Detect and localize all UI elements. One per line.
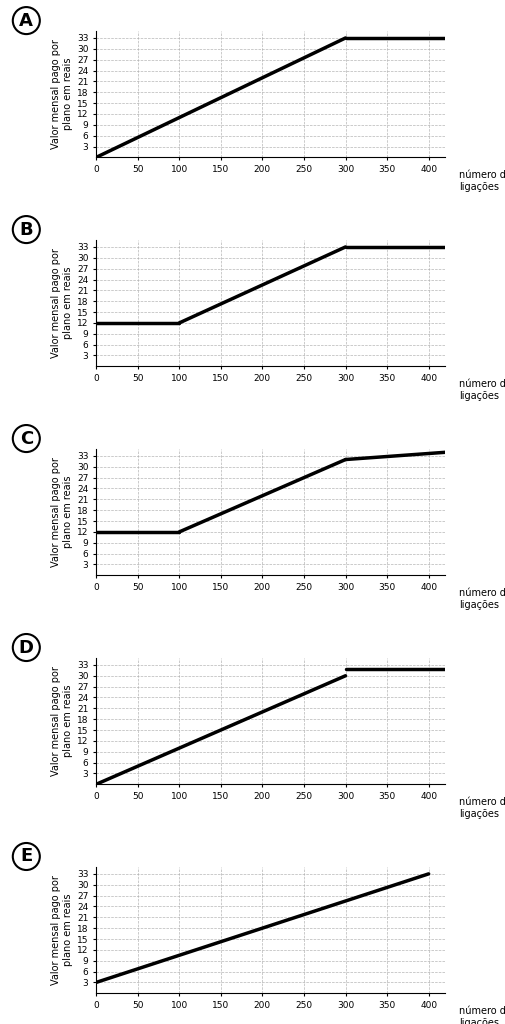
- Text: C: C: [20, 429, 33, 447]
- Text: número de
ligações: número de ligações: [459, 588, 505, 609]
- Text: D: D: [19, 639, 34, 656]
- Y-axis label: Valor mensal pago por
plano em reais: Valor mensal pago por plano em reais: [51, 876, 73, 985]
- Y-axis label: Valor mensal pago por
plano em reais: Valor mensal pago por plano em reais: [51, 248, 73, 358]
- Text: número de
ligações: número de ligações: [459, 1006, 505, 1024]
- Y-axis label: Valor mensal pago por
plano em reais: Valor mensal pago por plano em reais: [51, 39, 73, 148]
- Text: A: A: [19, 11, 33, 30]
- Text: número de
ligações: número de ligações: [459, 170, 505, 191]
- Text: número de
ligações: número de ligações: [459, 797, 505, 818]
- Text: B: B: [20, 220, 33, 239]
- Text: número de
ligações: número de ligações: [459, 379, 505, 400]
- Text: E: E: [20, 848, 32, 865]
- Y-axis label: Valor mensal pago por
plano em reais: Valor mensal pago por plano em reais: [51, 457, 73, 567]
- Y-axis label: Valor mensal pago por
plano em reais: Valor mensal pago por plano em reais: [51, 666, 73, 776]
